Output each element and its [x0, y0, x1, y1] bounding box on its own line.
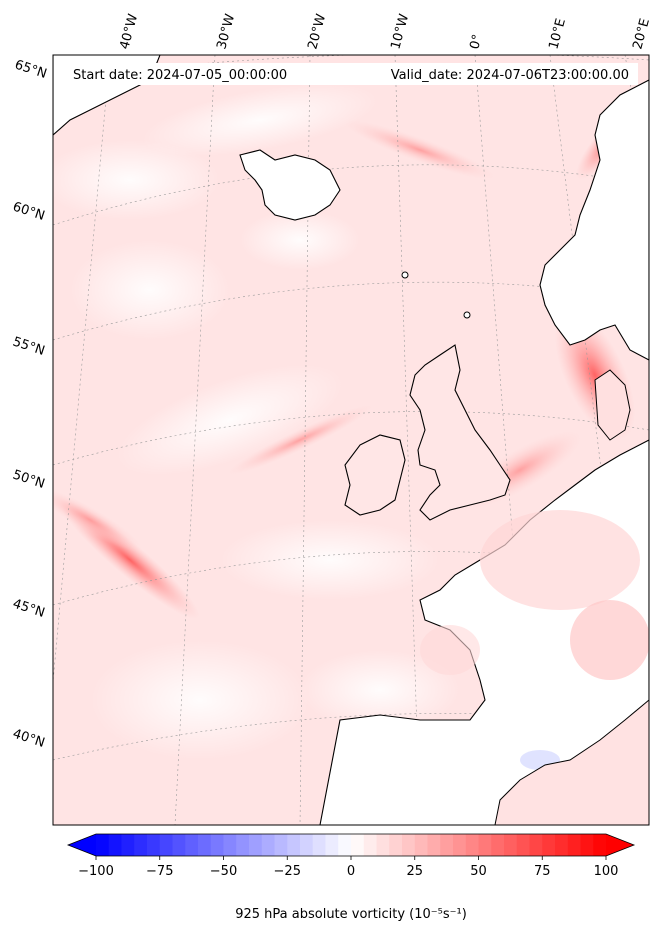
denmark-land: [594, 369, 631, 441]
colorbar-segment: [147, 834, 161, 856]
colorbar-tick-label: 50: [470, 864, 487, 879]
colorbar-segment: [593, 834, 607, 856]
scandinavia-land: [539, 79, 649, 361]
colorbar-segment: [261, 834, 275, 856]
colorbar-segment: [351, 834, 365, 856]
colorbar-segment: [465, 834, 479, 856]
colorbar-segment: [427, 834, 441, 856]
colorbar-segment: [300, 834, 314, 856]
iceland-land: [239, 149, 341, 221]
colorbar-segment: [529, 834, 543, 856]
lat-label-45n: 45°N: [11, 597, 47, 621]
colorbar-extend-low: [68, 834, 96, 856]
colorbar-segment: [567, 834, 581, 856]
colorbar-segment: [198, 834, 212, 856]
lat-label-60n: 60°N: [11, 200, 47, 224]
lat-label-55n: 55°N: [11, 335, 47, 359]
colorbar-segment: [172, 834, 186, 856]
colorbar-segment: [580, 834, 594, 856]
colorbar-extend-high: [606, 834, 634, 856]
colorbar-segment: [516, 834, 530, 856]
colorbar-tick-label: 25: [406, 864, 423, 879]
lon-label-40w: 40°W: [117, 12, 141, 51]
colorbar-tick-label: 0: [347, 864, 355, 879]
map-frame: [52, 54, 650, 826]
colorbar-segment: [555, 834, 569, 856]
colorbar-tick-label: −50: [210, 864, 237, 879]
colorbar-segment: [236, 834, 250, 856]
colorbar-segment: [312, 834, 326, 856]
lat-label-40n: 40°N: [11, 727, 47, 751]
start-date-label: Start date: 2024-07-05_00:00:00: [73, 68, 287, 83]
lon-label-30w: 30°W: [214, 12, 238, 51]
colorbar-ticks: −100 −75 −50 −25 0 25 50 75 100: [78, 856, 618, 879]
great-britain-land: [409, 344, 511, 521]
lon-label-20e: 20°E: [630, 17, 653, 51]
colorbar-tick-label: −75: [146, 864, 173, 879]
colorbar-tick-label: −25: [274, 864, 301, 879]
colorbar-segment: [402, 834, 416, 856]
colorbar-segment: [96, 834, 110, 856]
colorbar-tick-label: 100: [594, 864, 619, 879]
valid-date-label: Valid_date: 2024-07-06T23:00:00.00: [391, 68, 629, 83]
lon-label-10w: 10°W: [388, 12, 412, 51]
colorbar-segment: [325, 834, 339, 856]
colorbar-segment: [338, 834, 352, 856]
colorbar-segment: [223, 834, 237, 856]
colorbar-segment: [274, 834, 288, 856]
colorbar-tick-label: 75: [534, 864, 551, 879]
colorbar-segment: [363, 834, 377, 856]
colorbar-segment: [389, 834, 403, 856]
colorbar-segment: [440, 834, 454, 856]
lon-label-0: 0°: [467, 33, 485, 51]
colorbar-segment: [108, 834, 122, 856]
lon-label-20w: 20°W: [305, 12, 329, 51]
colorbar-segment: [249, 834, 263, 856]
vorticity-field: [53, 55, 649, 825]
colorbar-segment: [414, 834, 428, 856]
mediterranean-sea: [494, 699, 649, 825]
colorbar-title: 925 hPa absolute vorticity (10⁻⁵s⁻¹): [235, 907, 467, 922]
ireland-land: [344, 434, 406, 516]
colorbar-segment: [453, 834, 467, 856]
lat-label-65n: 65°N: [13, 58, 49, 82]
colorbar-segment: [185, 834, 199, 856]
lon-label-10e: 10°E: [546, 17, 569, 51]
colorbar: [66, 833, 636, 857]
colorbar-segment: [542, 834, 556, 856]
colorbar-segment: [504, 834, 518, 856]
colorbar-segment: [159, 834, 173, 856]
colorbar-segment: [376, 834, 390, 856]
header-box: [62, 63, 638, 85]
colorbar-segment: [210, 834, 224, 856]
colorbar-segment: [287, 834, 301, 856]
colorbar-segment: [491, 834, 505, 856]
colorbar-segment: [134, 834, 148, 856]
colorbar-segment: [478, 834, 492, 856]
lat-label-50n: 50°N: [11, 468, 47, 492]
colorbar-segment: [121, 834, 135, 856]
colorbar-tick-label: −100: [78, 864, 114, 879]
